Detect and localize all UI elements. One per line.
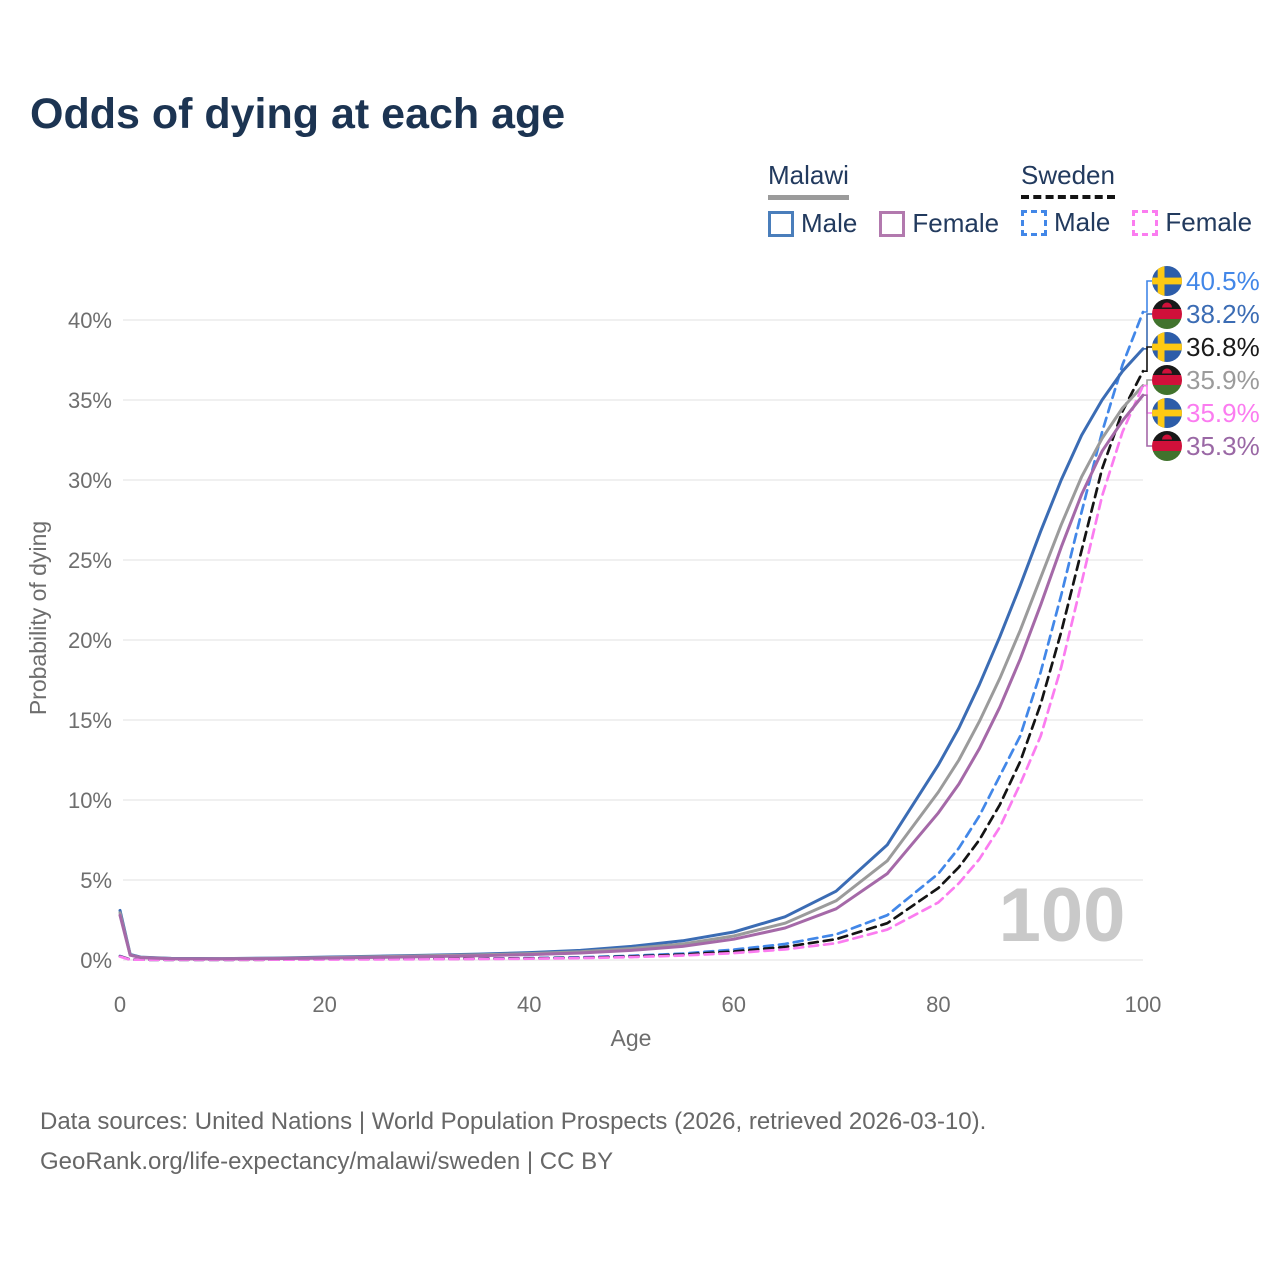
leader-line-malawi-female (1143, 394, 1152, 447)
leader-line-sweden-male (1143, 280, 1152, 313)
end-value-label-sweden-female[interactable]: 35.9% (1186, 398, 1260, 428)
legend-item-sweden-male[interactable]: Male (1021, 207, 1110, 238)
legend-country-label: Malawi (768, 160, 849, 190)
legend-country-line-sample (768, 195, 849, 200)
y-tick-label: 40% (68, 308, 112, 333)
legend-swatch-malawi-female (879, 210, 906, 237)
malawi-flag-icon[interactable] (1152, 299, 1182, 329)
legend-country-sweden[interactable]: Sweden (1021, 160, 1115, 199)
end-value-label-malawi-male[interactable]: 38.2% (1186, 299, 1260, 329)
legend-item-label: Male (801, 208, 858, 238)
page-title: Odds of dying at each age (30, 90, 566, 138)
y-tick-label: 20% (68, 628, 112, 653)
y-axis-title: Probability of dying (25, 521, 51, 715)
end-value-label-sweden-total[interactable]: 36.8% (1186, 332, 1260, 362)
legend-country-label: Sweden (1021, 160, 1115, 190)
leader-line-sweden-total (1143, 346, 1152, 372)
x-tick-label: 40 (517, 992, 541, 1017)
x-tick-label: 0 (114, 992, 126, 1017)
malawi-flag-icon[interactable] (1152, 365, 1182, 395)
y-tick-label: 0% (80, 948, 112, 973)
curve-sweden-female[interactable] (118, 384, 1145, 962)
y-tick-label: 25% (68, 548, 112, 573)
leader-line-malawi-male (1143, 313, 1152, 350)
legend-item-label: Female (912, 208, 1000, 238)
legend-group-malawi: Malawi Male Female (768, 160, 1021, 239)
end-labels: 40.5%38.2%36.8%35.9%35.9%35.3% (1186, 266, 1260, 461)
legend-swatch-sweden-female (1132, 209, 1159, 236)
footer-source-line: Data sources: United Nations | World Pop… (40, 1108, 987, 1135)
y-tick-label: 10% (68, 788, 112, 813)
footer: Data sources: United Nations | World Pop… (40, 1102, 986, 1182)
legend-item-malawi-female[interactable]: Female (879, 208, 999, 239)
curve-sweden-male[interactable] (118, 310, 1145, 962)
legend-row: Male Female (768, 208, 1021, 239)
sweden-flag-icon[interactable] (1152, 398, 1182, 428)
legend-item-label: Female (1165, 207, 1253, 237)
end-value-label-sweden-male[interactable]: 40.5% (1186, 266, 1260, 296)
y-tick-label: 5% (80, 868, 112, 893)
watermark: 100 (999, 873, 1126, 958)
end-flags (1152, 266, 1182, 461)
legend-swatch-sweden-male (1021, 209, 1047, 236)
footer-attribution-line: GeoRank.org/life-expectancy/malawi/swede… (40, 1148, 614, 1175)
curves (118, 310, 1145, 962)
axis-ticks: 0% 5% 10% 15% 20% 25% 30% 35% 40% 0 20 40 60 80 100 (68, 308, 1161, 1017)
x-tick-label: 80 (926, 992, 950, 1017)
legend-swatch-malawi-male (768, 210, 794, 237)
curve-malawi-female[interactable] (118, 393, 1145, 961)
legend: Malawi Male Female Sweden (768, 160, 1252, 240)
gridlines (123, 319, 1143, 961)
x-tick-label: 100 (1125, 992, 1162, 1017)
x-tick-label: 60 (722, 992, 746, 1017)
leader-line-malawi-total (1143, 379, 1152, 387)
malawi-flag-icon[interactable] (1152, 431, 1182, 461)
legend-item-label: Male (1054, 207, 1111, 237)
legend-item-sweden-female[interactable]: Female (1132, 207, 1252, 238)
x-tick-label: 20 (312, 992, 336, 1017)
y-tick-label: 15% (68, 708, 112, 733)
curve-sweden-total[interactable] (118, 369, 1145, 962)
leader-lines (1143, 280, 1152, 447)
legend-item-malawi-male[interactable]: Male (768, 208, 857, 239)
sweden-flag-icon[interactable] (1152, 332, 1182, 362)
legend-group-sweden: Sweden Male Female (1021, 160, 1274, 238)
curve-malawi-male[interactable] (118, 347, 1145, 961)
legend-country-malawi[interactable]: Malawi (768, 160, 849, 200)
curve-malawi-total[interactable] (118, 384, 1145, 961)
end-value-label-malawi-total[interactable]: 35.9% (1186, 365, 1260, 395)
sweden-flag-icon[interactable] (1152, 266, 1182, 296)
y-tick-label: 30% (68, 468, 112, 493)
x-axis-title: Age (611, 1025, 652, 1051)
end-value-label-malawi-female[interactable]: 35.3% (1186, 431, 1260, 461)
legend-country-line-sample (1021, 195, 1115, 199)
y-tick-label: 35% (68, 388, 112, 413)
legend-row: Male Female (1021, 207, 1274, 238)
